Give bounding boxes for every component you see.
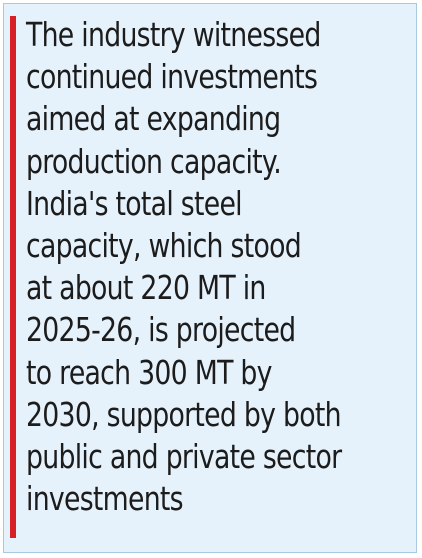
quote-line: 2030, supported by both bbox=[26, 394, 342, 434]
quote-line: aimed at expanding bbox=[26, 99, 281, 139]
quote-line: continued investments bbox=[26, 57, 318, 97]
pull-quote-box bbox=[3, 3, 417, 553]
quote-line: India's total steel bbox=[26, 183, 243, 223]
quote-line: production capacity. bbox=[26, 141, 282, 181]
quote-line: investments bbox=[26, 479, 184, 519]
quote-line: to reach 300 MT by bbox=[26, 352, 273, 392]
quote-line: capacity, which stood bbox=[26, 226, 302, 266]
quote-line: 2025-26, is projected bbox=[26, 310, 296, 350]
quote-line: public and private sector bbox=[26, 437, 342, 477]
quote-line: The industry witnessed bbox=[26, 15, 321, 54]
pull-quote-text: The industry witnessed continued investm… bbox=[26, 14, 342, 520]
quote-line: at about 220 MT in bbox=[26, 268, 266, 308]
accent-bar bbox=[10, 16, 16, 538]
